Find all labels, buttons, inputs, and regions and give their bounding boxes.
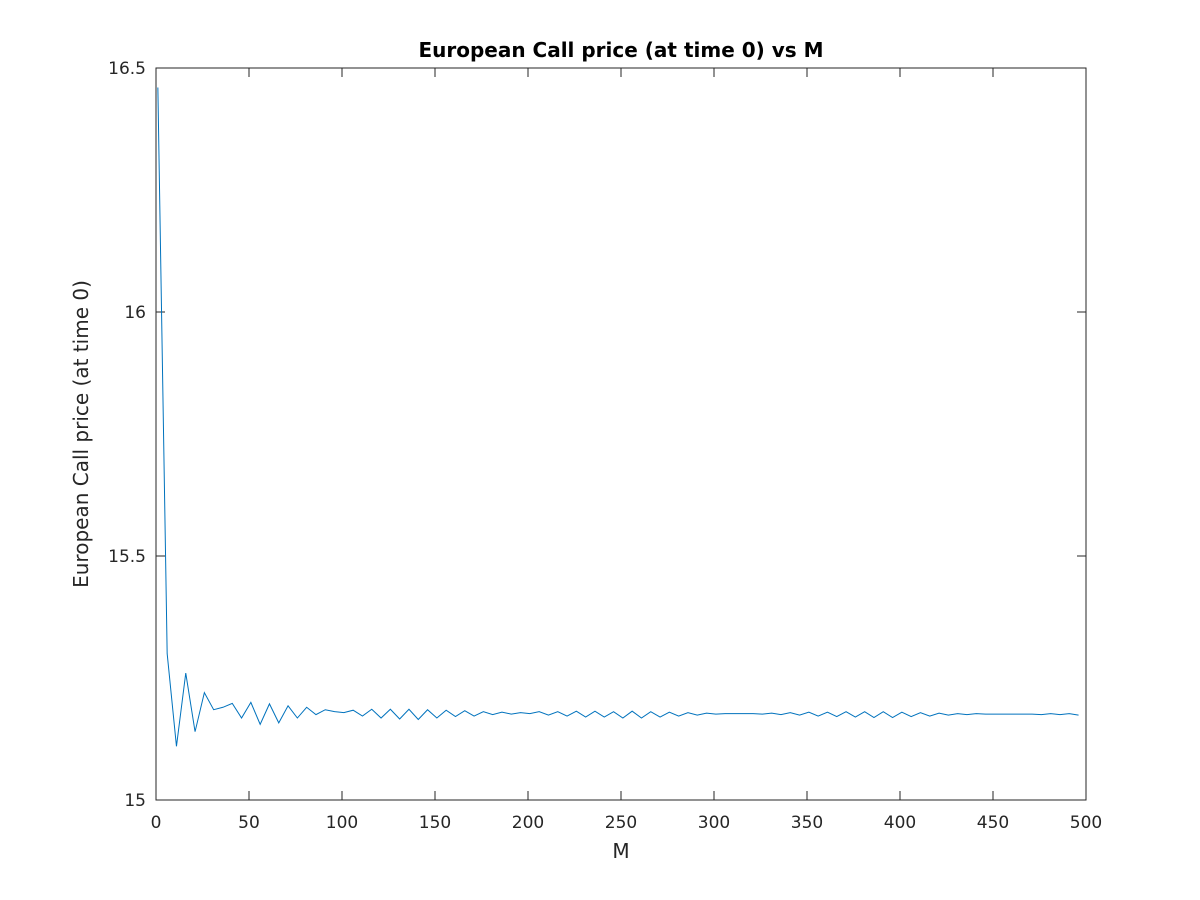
- x-tick-label: 500: [1070, 813, 1102, 833]
- x-tick-label: 50: [238, 813, 260, 833]
- y-tick-label: 15.5: [108, 547, 146, 567]
- x-tick-label: 100: [326, 813, 358, 833]
- x-tick-label: 450: [977, 813, 1009, 833]
- x-axis-label: M: [612, 839, 629, 863]
- chart-title: European Call price (at time 0) vs M: [418, 38, 823, 62]
- x-tick-label: 200: [512, 813, 544, 833]
- x-tick-label: 400: [884, 813, 916, 833]
- x-tick-label: 0: [151, 813, 162, 833]
- x-tick-label: 250: [605, 813, 637, 833]
- axes-box: [155, 67, 1087, 801]
- plot-area: [156, 68, 1086, 800]
- y-tick-label: 16.5: [108, 59, 146, 79]
- x-tick-labels: 0 50 100 150 200 250 300 350 400 450 500: [151, 813, 1103, 833]
- series-line: [157, 87, 1079, 747]
- y-tick-labels: 15 15.5 16 16.5: [108, 59, 146, 811]
- x-tick-label: 350: [791, 813, 823, 833]
- x-tick-label: 150: [419, 813, 451, 833]
- y-tick-label: 15: [124, 791, 146, 811]
- y-axis-label: European Call price (at time 0): [69, 280, 93, 588]
- y-tick-label: 16: [124, 303, 146, 323]
- x-tick-label: 300: [698, 813, 730, 833]
